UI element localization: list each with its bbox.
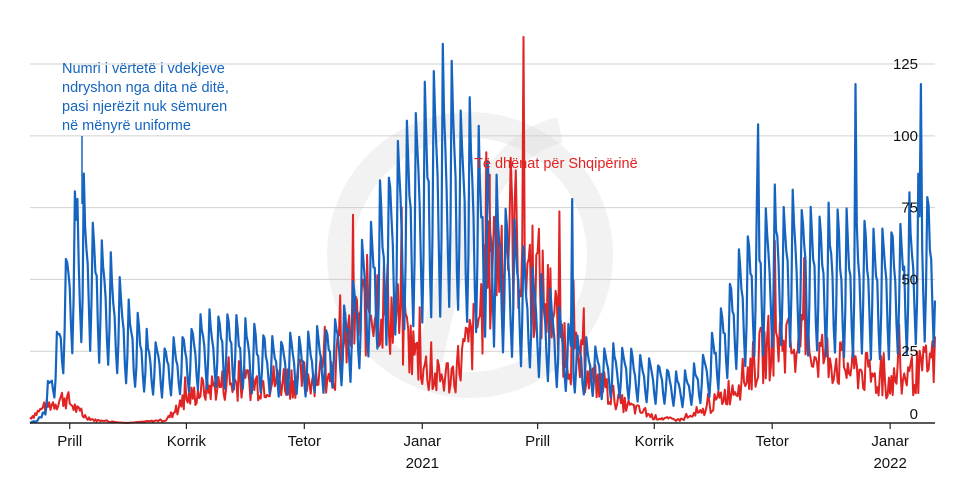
blue-annotation-line-3: pasi njerëzit nuk sëmuren [62, 99, 227, 115]
y-tick-label: 100 [893, 128, 918, 145]
x-axis: Prill Korrik Tetor Janar 2021 Prill Korrik Teto… [30, 422, 935, 472]
y-tick-label: 75 [901, 200, 918, 217]
x-tick-label: Korrik [635, 433, 675, 450]
blue-annotation-line-1: Numri i vërtetë i vdekjeve [62, 61, 225, 77]
y-axis-ticks: 0 25 50 75 100 125 [893, 56, 918, 423]
series-true-deaths-line [29, 42, 937, 424]
x-tick-label: Janar [871, 433, 909, 450]
series-layer [29, 36, 937, 424]
red-annotation: Të dhënat për Shqipërinë [474, 156, 638, 252]
blue-annotation-line-4: në mënyrë uniforme [62, 118, 191, 134]
y-tick-label: 25 [901, 343, 918, 360]
x-tick-year: 2021 [406, 455, 439, 472]
red-annotation-text: Të dhënat për Shqipërinë [474, 156, 638, 172]
x-tick-year: 2022 [873, 455, 906, 472]
blue-annotation: Numri i vërtetë i vdekjeve ndryshon nga … [62, 61, 229, 204]
blue-annotation-line-2: ndryshon nga dita në ditë, [62, 80, 229, 96]
y-tick-label: 125 [893, 56, 918, 73]
x-tick-label: Prill [525, 433, 550, 450]
x-tick-label: Korrik [167, 433, 207, 450]
x-tick-label: Tetor [288, 433, 321, 450]
x-tick-label: Tetor [756, 433, 789, 450]
y-tick-label: 50 [901, 271, 918, 288]
x-tick-label: Janar [403, 433, 441, 450]
x-tick-label: Prill [57, 433, 82, 450]
y-tick-label: 0 [910, 406, 918, 423]
series-albania-line [29, 36, 936, 424]
